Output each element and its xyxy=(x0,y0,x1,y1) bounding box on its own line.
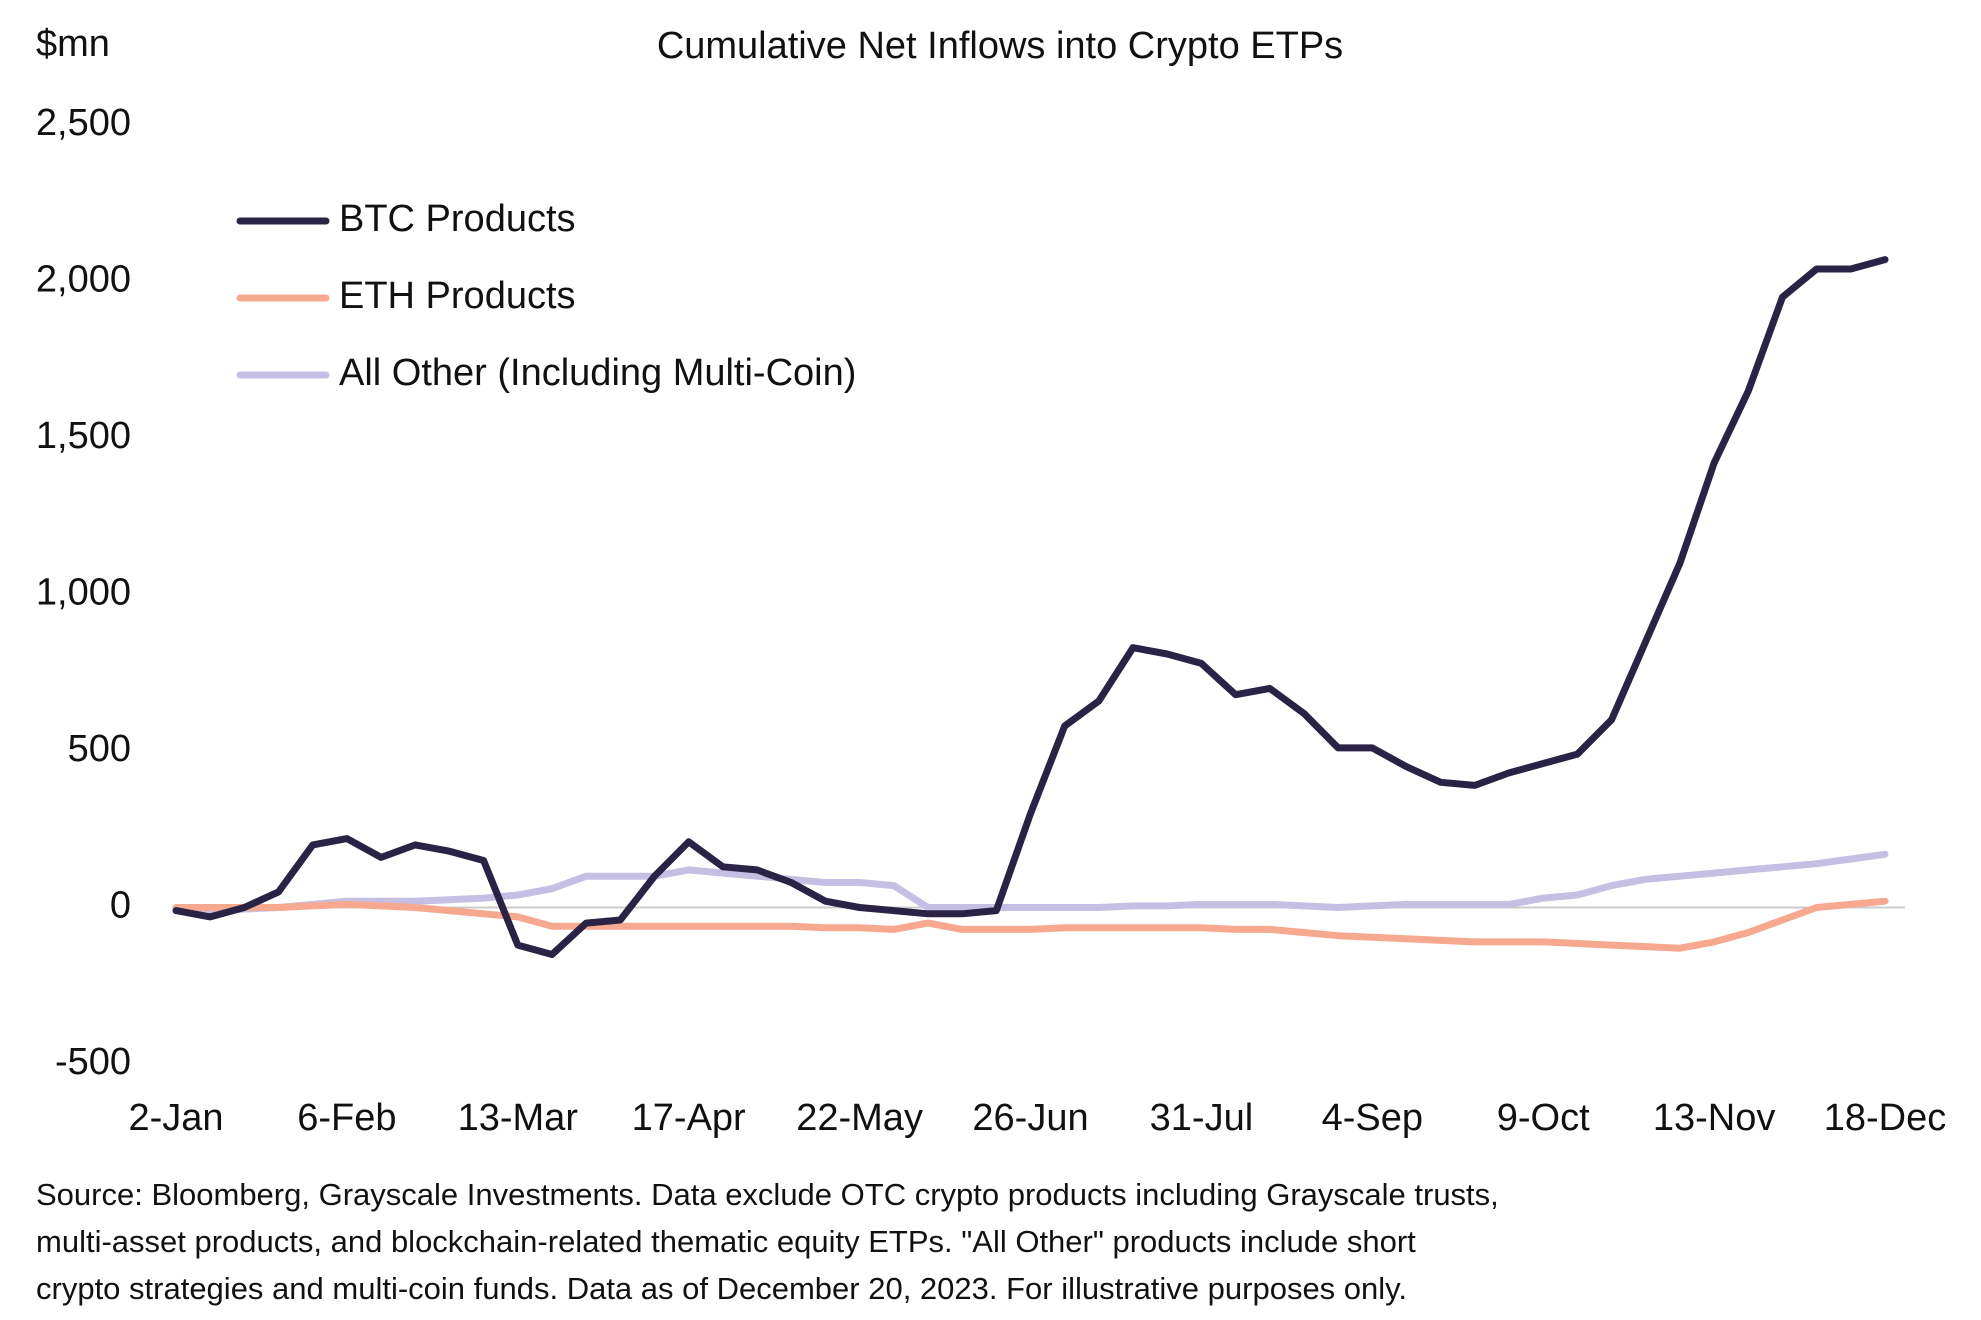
y-tick-label: 500 xyxy=(68,728,131,770)
x-tick-label: 13-Nov xyxy=(1653,1097,1776,1139)
x-tick-label: 17-Apr xyxy=(632,1097,746,1139)
x-tick-label: 31-Jul xyxy=(1150,1097,1254,1139)
footnote: crypto strategies and multi-coin funds. … xyxy=(36,1271,1407,1306)
footnote: Source: Bloomberg, Grayscale Investments… xyxy=(36,1177,1499,1212)
series-line xyxy=(172,256,1889,958)
x-tick-label: 22-May xyxy=(796,1097,923,1139)
footnote: multi-asset products, and blockchain-rel… xyxy=(36,1224,1416,1259)
series-line xyxy=(172,850,1889,915)
chart-title: Cumulative Net Inflows into Crypto ETPs xyxy=(657,25,1343,67)
x-tick-label: 2-Jan xyxy=(128,1097,223,1139)
y-tick-label: 1,000 xyxy=(36,572,131,614)
y-tick-label: -500 xyxy=(55,1041,131,1083)
y-tick-label: 1,500 xyxy=(36,415,131,457)
y-tick-label: 2,000 xyxy=(36,259,131,301)
legend-label: ETH Products xyxy=(339,275,576,317)
x-tick-label: 26-Jun xyxy=(972,1097,1088,1139)
y-tick-label: 0 xyxy=(110,885,131,927)
legend-label: All Other (Including Multi-Coin) xyxy=(339,352,856,394)
x-tick-label: 9-Oct xyxy=(1497,1097,1590,1139)
x-tick-label: 6-Feb xyxy=(297,1097,396,1139)
x-tick-label: 13-Mar xyxy=(458,1097,579,1139)
legend-label: BTC Products xyxy=(339,198,576,240)
y-axis-label: $mn xyxy=(36,23,110,65)
y-tick-label: 2,500 xyxy=(36,102,131,144)
x-tick-label: 4-Sep xyxy=(1322,1097,1423,1139)
series-line xyxy=(172,897,1889,952)
x-tick-label: 18-Dec xyxy=(1824,1097,1947,1139)
